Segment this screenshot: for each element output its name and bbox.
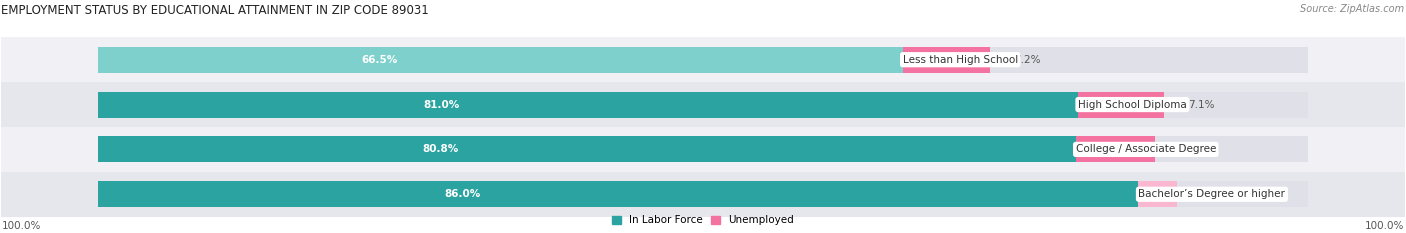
- Text: 100.0%: 100.0%: [1, 221, 41, 231]
- Bar: [98, 47, 903, 73]
- Bar: [0, 172, 1406, 217]
- Bar: [1139, 181, 1177, 207]
- Text: 3.2%: 3.2%: [1201, 189, 1227, 199]
- Text: 100.0%: 100.0%: [1365, 221, 1405, 231]
- Bar: [98, 92, 1078, 118]
- Legend: In Labor Force, Unemployed: In Labor Force, Unemployed: [609, 211, 797, 229]
- Bar: [98, 136, 1308, 162]
- Bar: [98, 92, 1308, 118]
- Text: 80.8%: 80.8%: [422, 144, 458, 154]
- Bar: [903, 47, 990, 73]
- Text: 66.5%: 66.5%: [361, 55, 398, 65]
- Bar: [98, 136, 1076, 162]
- Text: Bachelor’s Degree or higher: Bachelor’s Degree or higher: [1139, 189, 1285, 199]
- Text: 7.2%: 7.2%: [1014, 55, 1040, 65]
- Text: 7.1%: 7.1%: [1188, 99, 1215, 110]
- Text: 81.0%: 81.0%: [423, 99, 460, 110]
- Bar: [0, 37, 1406, 82]
- Bar: [98, 47, 1308, 73]
- Bar: [0, 82, 1406, 127]
- Bar: [1076, 136, 1156, 162]
- Bar: [0, 127, 1406, 172]
- Text: College / Associate Degree: College / Associate Degree: [1076, 144, 1216, 154]
- Text: 86.0%: 86.0%: [444, 189, 481, 199]
- Bar: [98, 181, 1308, 207]
- Text: Less than High School: Less than High School: [903, 55, 1018, 65]
- Text: High School Diploma: High School Diploma: [1078, 99, 1187, 110]
- Bar: [1078, 92, 1164, 118]
- Text: Source: ZipAtlas.com: Source: ZipAtlas.com: [1301, 4, 1405, 14]
- Text: EMPLOYMENT STATUS BY EDUCATIONAL ATTAINMENT IN ZIP CODE 89031: EMPLOYMENT STATUS BY EDUCATIONAL ATTAINM…: [1, 4, 429, 17]
- Text: 6.6%: 6.6%: [1180, 144, 1206, 154]
- Bar: [98, 181, 1139, 207]
